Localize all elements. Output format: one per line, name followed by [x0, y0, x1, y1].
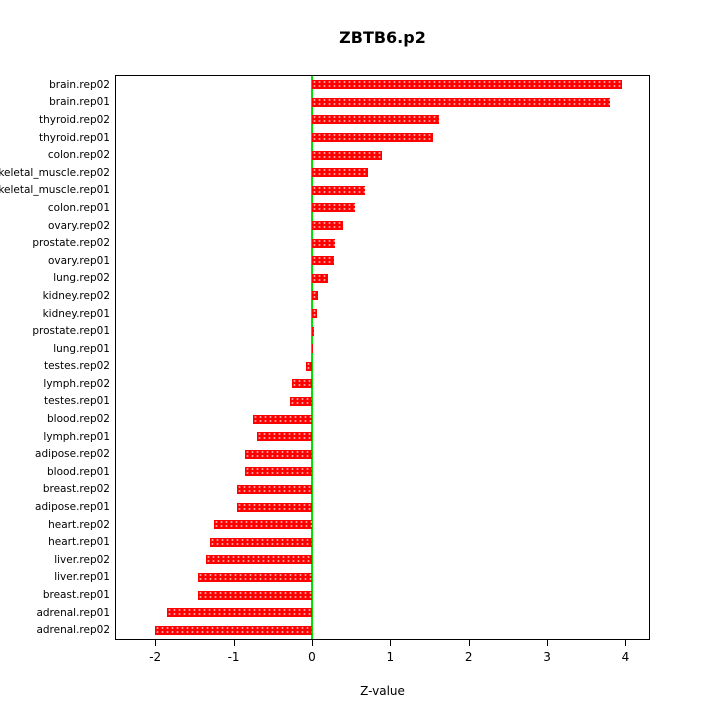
y-axis-label: lung.rep02	[53, 272, 110, 285]
bar-blood.rep01	[245, 467, 312, 477]
x-axis-tick	[233, 640, 235, 646]
bar-adipose.rep01	[237, 502, 312, 512]
x-axis-tick	[311, 640, 313, 646]
bar-prostate.rep01	[311, 326, 315, 336]
y-axis-label: adrenal.rep01	[36, 606, 110, 619]
x-axis-tick	[547, 640, 549, 646]
y-axis-label: testes.rep01	[43, 395, 110, 408]
y-axis-label: prostate.rep02	[32, 237, 110, 250]
bar-adipose.rep02	[245, 449, 312, 459]
bar-lung.rep01	[311, 344, 313, 354]
bar-brain.rep01	[311, 97, 610, 107]
y-axis-label: adrenal.rep02	[36, 624, 110, 637]
y-axis-label: heart.rep02	[48, 518, 110, 531]
y-axis-label: ovary.rep02	[47, 219, 110, 232]
bar-skeletal_muscle.rep02	[311, 168, 369, 178]
bar-testes.rep01	[290, 396, 312, 406]
y-axis-label: thyroid.rep01	[39, 131, 110, 144]
x-axis-tick-label: 3	[543, 650, 551, 664]
x-axis-tick-label: -2	[149, 650, 162, 664]
y-axis-label: adipose.rep02	[35, 448, 110, 461]
bar-adrenal.rep02	[155, 625, 312, 635]
bar-thyroid.rep01	[311, 133, 434, 143]
y-axis-label: liver.rep02	[54, 553, 110, 566]
y-axis-label: colon.rep01	[47, 201, 110, 214]
y-axis-label: lymph.rep01	[43, 430, 110, 443]
y-axis-label: blood.rep01	[46, 465, 110, 478]
y-axis-label: adipose.rep01	[35, 501, 110, 514]
y-axis-label: skeletal_muscle.rep02	[0, 166, 110, 179]
x-axis-tick	[468, 640, 470, 646]
bar-colon.rep01	[311, 203, 356, 213]
y-axis-label: skeletal_muscle.rep01	[0, 184, 110, 197]
bar-adrenal.rep01	[166, 608, 312, 618]
bar-kidney.rep02	[311, 291, 319, 301]
bar-testes.rep02	[305, 361, 312, 371]
bar-lymph.rep01	[257, 432, 312, 442]
bar-lung.rep02	[311, 273, 328, 283]
x-axis-tick-label: 1	[386, 650, 395, 664]
bar-thyroid.rep02	[311, 115, 439, 125]
bar-breast.rep01	[198, 590, 312, 600]
plot-area	[115, 75, 650, 640]
x-axis-title: Z-value	[360, 684, 405, 698]
bar-ovary.rep01	[311, 256, 334, 266]
bar-skeletal_muscle.rep01	[311, 185, 366, 195]
y-axis-label: kidney.rep02	[42, 289, 110, 302]
x-axis-tick	[390, 640, 392, 646]
bar-prostate.rep02	[311, 238, 336, 248]
bar-colon.rep02	[311, 150, 383, 160]
x-axis-tick-label: 0	[308, 650, 316, 664]
bar-heart.rep01	[210, 537, 312, 547]
y-axis-label: thyroid.rep02	[39, 113, 110, 126]
y-axis-label: heart.rep01	[48, 536, 110, 549]
bar-kidney.rep01	[311, 309, 317, 319]
y-axis-label: lung.rep01	[53, 342, 110, 355]
y-axis-label: colon.rep02	[47, 149, 110, 162]
y-axis-label: blood.rep02	[46, 413, 110, 426]
x-axis-tick-label: 4	[621, 650, 630, 664]
zero-line	[310, 76, 313, 639]
x-axis-tick	[625, 640, 627, 646]
y-axis-label: testes.rep02	[43, 360, 110, 373]
bar-liver.rep01	[198, 572, 312, 582]
y-axis-label: ovary.rep01	[47, 254, 110, 267]
y-axis-label: prostate.rep01	[32, 325, 110, 338]
y-axis-label: breast.rep02	[42, 483, 110, 496]
bar-breast.rep02	[237, 484, 312, 494]
chart-title: ZBTB6.p2	[339, 28, 426, 47]
y-axis-label: brain.rep01	[49, 96, 110, 109]
bar-brain.rep02	[311, 80, 622, 90]
y-axis-label: breast.rep01	[42, 589, 110, 602]
bar-blood.rep02	[253, 414, 312, 424]
x-axis-tick	[155, 640, 157, 646]
y-axis-label: liver.rep01	[54, 571, 110, 584]
bar-lymph.rep02	[292, 379, 312, 389]
x-axis-tick-label: -1	[227, 650, 240, 664]
bar-ovary.rep02	[311, 221, 344, 231]
bar-liver.rep02	[206, 555, 312, 565]
bar-heart.rep02	[213, 520, 312, 530]
x-axis-tick-label: 2	[464, 650, 473, 664]
y-axis-label: lymph.rep02	[43, 377, 110, 390]
y-axis-label: brain.rep02	[49, 78, 110, 91]
y-axis-label: kidney.rep01	[42, 307, 110, 320]
